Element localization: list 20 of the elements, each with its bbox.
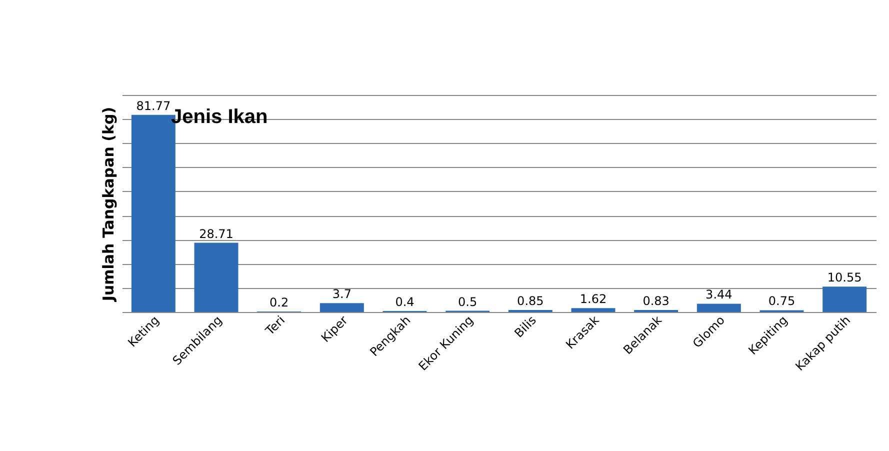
data-label: 0.83: [642, 294, 670, 308]
data-label: 1.62: [580, 292, 607, 306]
bar: [194, 242, 238, 312]
data-label: 0.4: [395, 295, 414, 310]
bar: [822, 286, 867, 312]
bar: [571, 308, 616, 312]
chart-title: Jenis Ikan: [171, 106, 268, 128]
data-label: 28.71: [199, 226, 234, 241]
data-label: 3.44: [706, 288, 732, 302]
data-label: 10.55: [827, 270, 862, 285]
y-axis-title: Jumlah Tangkapan (kg): [100, 106, 118, 302]
bar: [320, 303, 364, 312]
data-label: 3.7: [332, 287, 352, 302]
data-label: 0.85: [517, 294, 544, 308]
bar: [696, 304, 741, 312]
data-label: 0.2: [270, 296, 289, 310]
data-label: 0.5: [458, 294, 478, 309]
x-tick-label: Teri: [262, 313, 288, 339]
data-label: 81.77: [136, 98, 171, 113]
data-label: 0.75: [768, 294, 796, 308]
